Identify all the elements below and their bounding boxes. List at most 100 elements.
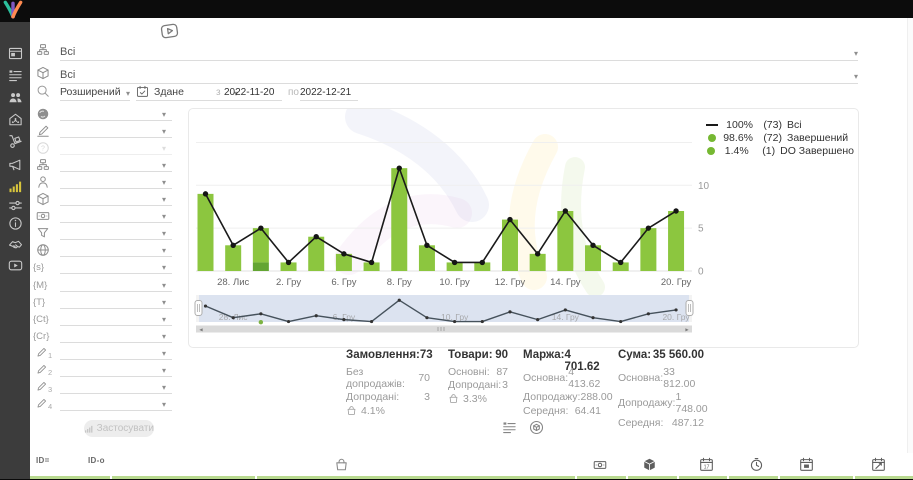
category-select-value: Всі [60,46,76,58]
sidebar-item-chart-bars-icon[interactable] [8,179,23,194]
bar-do-segment [252,262,269,271]
navigator-dot [536,318,540,322]
tab-id-o[interactable]: ID-o [88,456,105,465]
bar-completed [391,168,408,271]
sidebar-item-dashboard-icon[interactable] [8,46,23,61]
money-column-icon[interactable] [592,458,608,472]
side-filter-select[interactable]: ▾ [60,345,172,360]
legend-item-do-completed[interactable]: 1.4% (1) DO Завершено [704,144,854,157]
apply-button[interactable]: Застосувати [84,420,154,437]
money-icon [36,209,50,223]
navigator-label: 6. Гру [333,312,356,322]
chevron-down-icon: ▾ [161,212,166,222]
product-select[interactable]: Всі ▾ [60,65,858,84]
basket-column-icon[interactable] [334,457,349,472]
chevron-down-icon: ▾ [161,382,166,392]
brand-logo[interactable] [0,0,30,22]
pencil-icon [36,380,48,392]
clock-icon[interactable] [749,457,764,472]
date-mode-select[interactable]: Здане ▾ [136,83,238,101]
side-filter-select[interactable]: ▾ [60,225,172,241]
sitemap-icon [36,158,50,172]
bar-completed [252,228,269,263]
chevron-down-icon: ▾ [161,331,166,341]
category-select[interactable]: Всі ▾ [60,42,858,61]
column-divider [727,476,729,479]
date-from-input[interactable]: 2022-11-20 [224,84,282,101]
legend-item-all[interactable]: 100% (73) Всі [704,118,854,131]
page-scrollbar[interactable] [907,18,913,453]
side-filter-select[interactable]: ▾ [60,242,172,258]
sidebar-item-sliders-icon[interactable] [8,198,23,213]
search-mode-select[interactable]: Розширений ▾ [60,84,130,101]
side-filter-select[interactable]: ▾ [60,208,172,224]
sidebar-item-handtruck-icon[interactable] [8,134,23,149]
sidebar-item-handshake-icon[interactable] [8,237,23,252]
calendar-edit-icon[interactable] [871,457,886,472]
column-divider [853,476,855,479]
sidebar-item-megaphone-icon[interactable] [8,157,23,172]
chevron-down-icon: ▾ [161,178,166,188]
navigator-dot [674,308,678,312]
side-filter-select[interactable]: ▾ [60,294,172,309]
legend-item-completed[interactable]: 98.6% (72) Завершений [704,131,854,144]
calendar-17-icon[interactable]: 17 [699,457,714,472]
side-filter-select[interactable]: ▾ [60,259,172,275]
pen-lines-icon [36,124,50,138]
x-axis-label: 8. Гру [387,277,412,288]
sidebar-item-video-icon[interactable] [8,258,23,273]
navigator-line [205,299,677,323]
brace-filter-icon: {Cr} [33,330,50,342]
navigator-handle[interactable] [685,300,694,316]
tab-id-equals[interactable]: ID= [36,456,50,465]
help-video-button[interactable] [156,20,183,41]
side-filter-select[interactable]: ▾ [60,157,172,173]
svg-text:17: 17 [704,464,710,470]
scrollbar-right-arrow-icon[interactable]: ▸ [685,327,689,334]
calendar-box-icon[interactable] [799,457,814,472]
side-filter-select[interactable]: ▾ [60,362,172,377]
sidebar-nav [0,18,30,480]
side-filter-select[interactable]: ▾ [60,140,172,156]
brace-filter-icon: {T} [33,296,46,308]
navigator-dot [425,316,429,320]
legend-line-marker [704,123,719,126]
navigator-dot [203,304,208,308]
orders-list-toggle[interactable] [502,420,517,435]
chart-bars-icon [84,424,94,434]
sidebar-item-people-icon[interactable] [8,90,23,105]
side-filter-select[interactable]: ▾ [60,106,172,121]
navigator-label: 20. Гру [662,312,690,322]
stat-title: Замовлення: [346,349,420,361]
sidebar-item-info-icon[interactable] [8,216,23,231]
bar-completed [612,262,629,271]
sidebar-item-store-icon[interactable] [8,112,23,127]
bar-completed [418,245,435,271]
chevron-down-icon: ▾ [161,110,166,119]
side-filter-select[interactable]: ▾ [60,191,172,207]
bar-completed [557,211,574,271]
side-filter-select[interactable]: ▾ [60,396,172,411]
y-axis-label: 10 [698,181,710,192]
line-dot [202,191,209,197]
scrollbar-left-arrow-icon[interactable]: ◂ [199,327,203,334]
chevron-down-icon: ▾ [161,314,166,324]
date-to-input[interactable]: 2022-12-21 [300,84,358,101]
side-filter-select[interactable]: ▾ [60,174,172,190]
navigator-handle[interactable] [194,300,203,316]
line-dot [534,251,541,257]
sidebar-item-list-icon[interactable] [8,68,23,83]
navigator-selection[interactable] [199,295,689,322]
line-dot [368,259,375,266]
x-axis-label: 10. Гру [439,277,470,288]
side-filter-select[interactable]: ▾ [60,328,172,343]
x-axis-label: 12. Гру [495,277,526,288]
side-filter-select[interactable]: ▾ [60,277,172,292]
products-view-toggle[interactable] [529,420,544,435]
side-filter-select[interactable]: ▾ [60,379,172,394]
pencil-icon [36,346,48,358]
side-filter-select[interactable]: ▾ [60,311,172,326]
side-filter-select[interactable]: ▾ [60,123,172,139]
navigator-dot [563,308,567,312]
package-column-icon[interactable] [642,457,657,472]
